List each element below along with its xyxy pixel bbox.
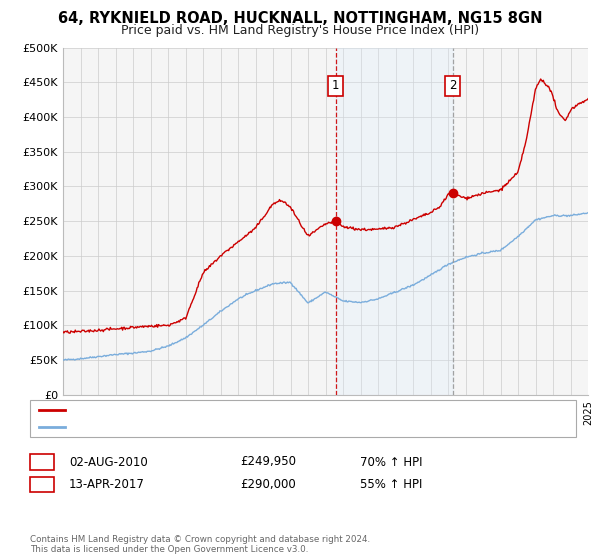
Text: 2: 2 — [38, 478, 46, 491]
Text: 70% ↑ HPI: 70% ↑ HPI — [360, 455, 422, 469]
Text: 64, RYKNIELD ROAD, HUCKNALL, NOTTINGHAM, NG15 8GN: 64, RYKNIELD ROAD, HUCKNALL, NOTTINGHAM,… — [58, 11, 542, 26]
Text: 1: 1 — [332, 80, 340, 92]
Bar — [335, 48, 453, 395]
Text: HPI: Average price, detached house, Ashfield: HPI: Average price, detached house, Ashf… — [71, 422, 298, 432]
Text: 13-APR-2017: 13-APR-2017 — [69, 478, 145, 491]
Text: 1: 1 — [38, 455, 46, 469]
Text: £249,950: £249,950 — [240, 455, 296, 469]
Text: 2: 2 — [449, 80, 457, 92]
Text: 55% ↑ HPI: 55% ↑ HPI — [360, 478, 422, 491]
Text: Price paid vs. HM Land Registry's House Price Index (HPI): Price paid vs. HM Land Registry's House … — [121, 24, 479, 36]
Text: £290,000: £290,000 — [240, 478, 296, 491]
Text: 02-AUG-2010: 02-AUG-2010 — [69, 455, 148, 469]
Text: 64, RYKNIELD ROAD, HUCKNALL, NOTTINGHAM, NG15 8GN (detached house): 64, RYKNIELD ROAD, HUCKNALL, NOTTINGHAM,… — [71, 405, 461, 415]
Text: Contains HM Land Registry data © Crown copyright and database right 2024.
This d: Contains HM Land Registry data © Crown c… — [30, 535, 370, 554]
